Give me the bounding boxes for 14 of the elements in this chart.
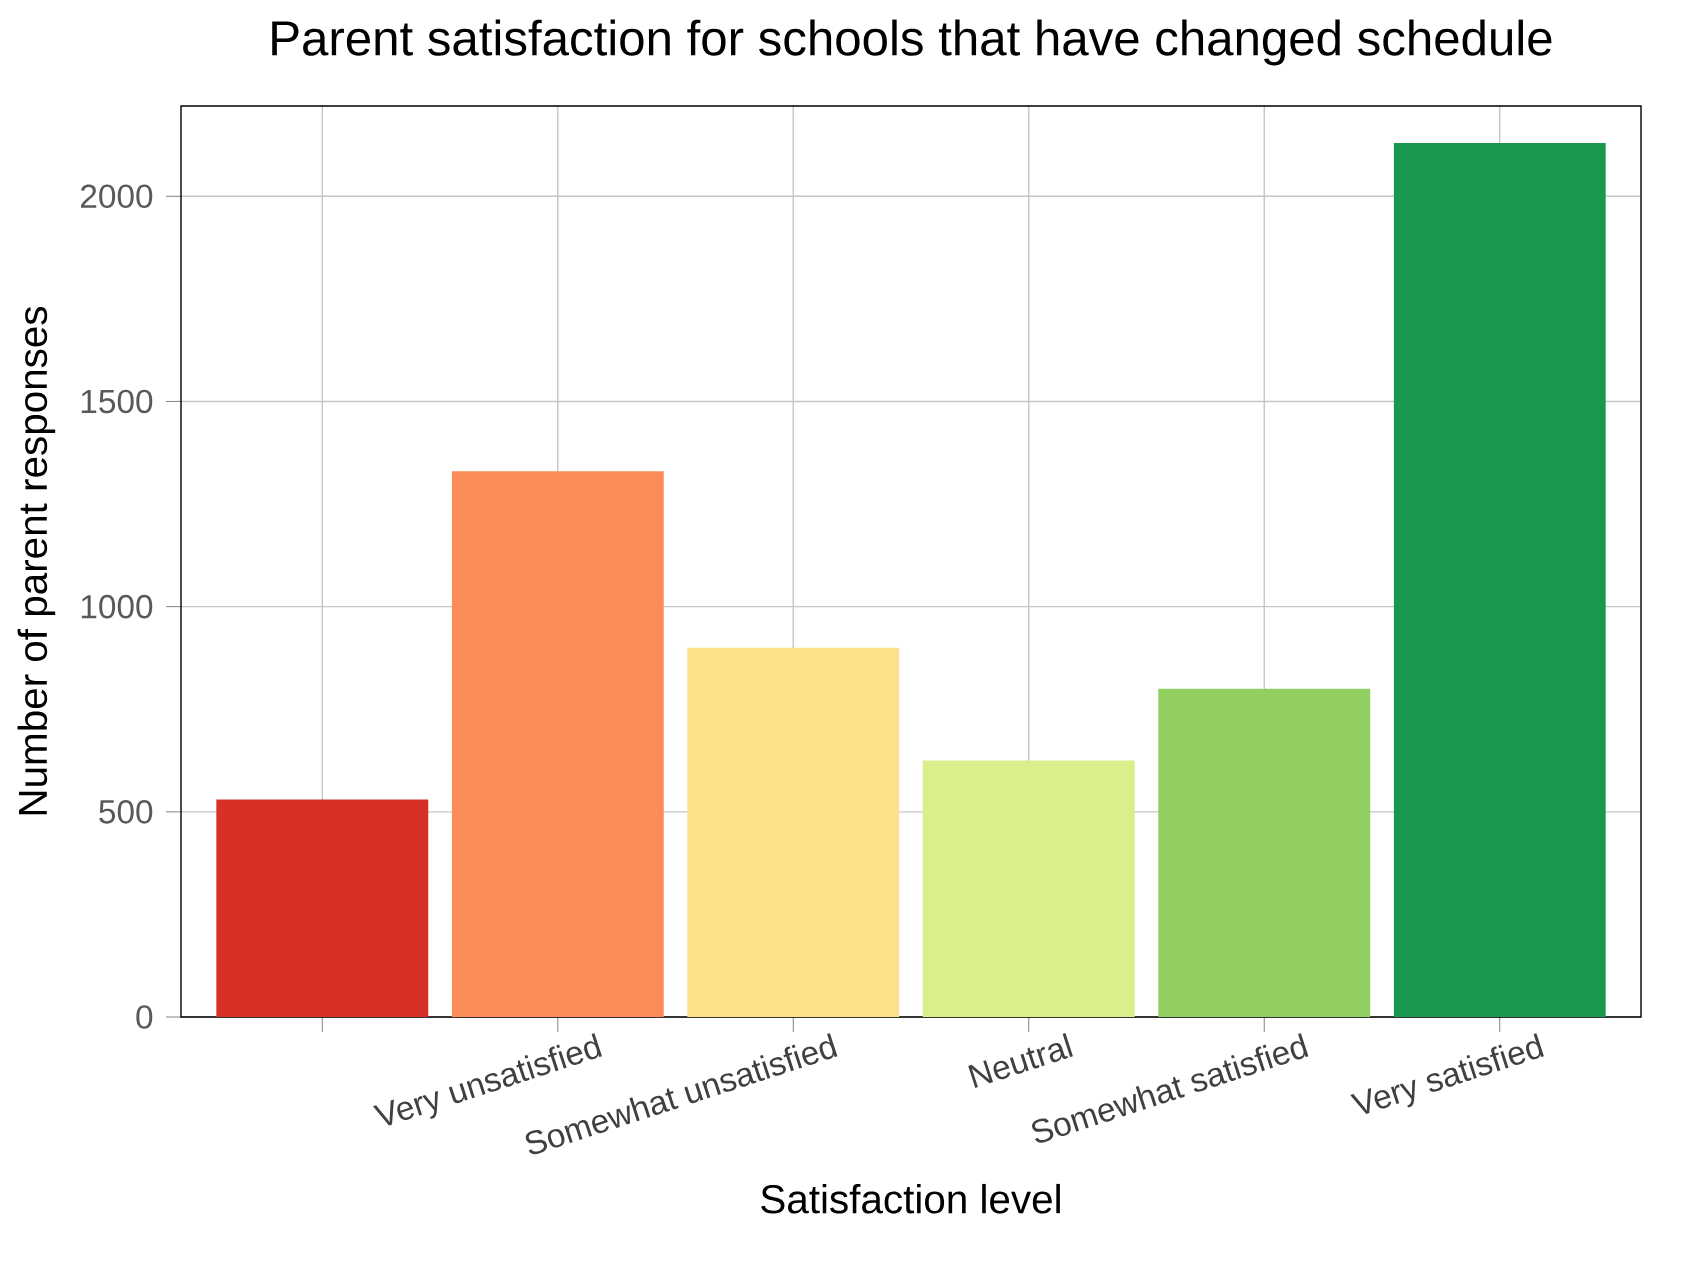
bar — [687, 647, 900, 1018]
y-tick-label: 1000 — [81, 594, 153, 619]
bar — [1158, 688, 1371, 1018]
chart-title: Parent satisfaction for schools that have changed schedule — [272, 19, 1552, 66]
x-axis-title: Satisfaction level — [761, 1183, 1060, 1214]
bar — [922, 760, 1135, 1018]
y-tick-label: 500 — [99, 800, 153, 824]
y-tick-label: 1500 — [81, 389, 153, 414]
bar — [451, 471, 664, 1018]
y-tick-label: 0 — [136, 1005, 153, 1029]
bar — [216, 799, 429, 1018]
bar — [1393, 142, 1606, 1018]
y-tick-label: 2000 — [80, 184, 153, 209]
y-axis-title: Number of parent responses — [17, 306, 56, 815]
